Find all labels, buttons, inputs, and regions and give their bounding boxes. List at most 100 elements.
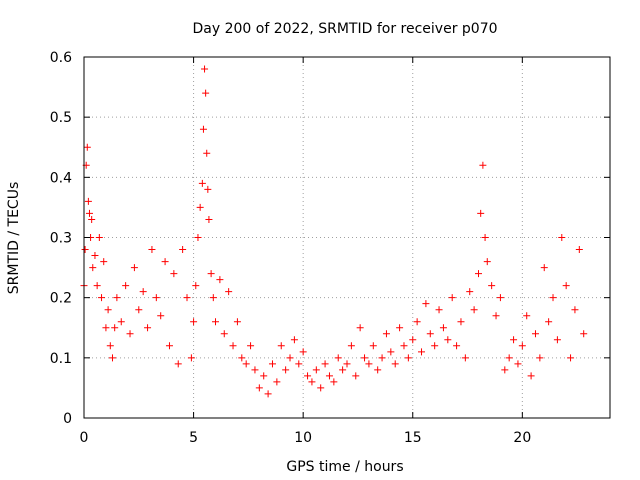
- data-point: [374, 366, 382, 374]
- data-point: [139, 288, 147, 296]
- data-point: [418, 348, 426, 356]
- data-point: [299, 348, 307, 356]
- data-point: [152, 294, 160, 302]
- data-point: [431, 342, 439, 350]
- data-point: [531, 330, 539, 338]
- data-point: [161, 258, 169, 266]
- data-point: [247, 342, 255, 350]
- data-point: [209, 294, 217, 302]
- data-point: [536, 354, 544, 362]
- data-point: [558, 234, 566, 241]
- data-point: [461, 354, 469, 362]
- data-point: [81, 246, 89, 254]
- data-point: [216, 276, 224, 284]
- data-point: [264, 390, 272, 398]
- data-point: [352, 372, 360, 380]
- y-tick-label: 0.4: [50, 170, 72, 186]
- data-point: [148, 246, 156, 254]
- data-point: [174, 360, 182, 368]
- data-point: [229, 342, 237, 350]
- data-point: [277, 342, 285, 350]
- data-point: [192, 282, 200, 290]
- data-points: [80, 65, 588, 398]
- data-point: [562, 282, 570, 290]
- data-point: [444, 336, 452, 344]
- data-point: [194, 234, 202, 241]
- data-point: [365, 360, 373, 368]
- data-point: [290, 336, 298, 344]
- x-tick-label: 15: [404, 430, 422, 446]
- data-point: [435, 306, 443, 314]
- data-point: [549, 294, 557, 302]
- data-point: [165, 342, 173, 350]
- data-point: [204, 185, 212, 193]
- data-point: [225, 288, 233, 296]
- data-point: [220, 330, 228, 338]
- data-point: [334, 354, 342, 362]
- tick-labels: 0 0.1 0.2 0.3 0.4 0.5 0.6 0 5 10 15 20: [50, 50, 532, 446]
- data-point: [347, 342, 355, 350]
- data-point: [400, 342, 408, 350]
- y-tick-label: 0: [63, 411, 72, 427]
- data-point: [98, 294, 106, 302]
- data-point: [575, 246, 583, 254]
- data-point: [255, 384, 263, 392]
- data-point: [89, 264, 97, 272]
- data-point: [492, 312, 500, 320]
- data-point: [91, 252, 99, 260]
- data-point: [282, 366, 290, 374]
- data-point: [202, 89, 210, 97]
- data-point: [157, 312, 165, 320]
- data-point: [308, 378, 316, 386]
- data-point: [571, 306, 579, 314]
- data-point: [409, 336, 417, 344]
- data-point: [117, 318, 125, 326]
- data-point: [113, 294, 121, 302]
- data-point: [343, 360, 351, 368]
- y-tick-label: 0.3: [50, 231, 72, 247]
- data-point: [361, 354, 369, 362]
- data-point: [207, 270, 215, 278]
- y-axis-label: SRMTID / TECUs: [6, 182, 22, 295]
- data-point: [130, 264, 138, 272]
- x-tick-label: 5: [189, 430, 198, 446]
- data-point: [422, 300, 430, 308]
- data-point: [233, 318, 241, 326]
- data-point: [122, 282, 130, 290]
- data-point: [426, 330, 434, 338]
- data-point: [321, 360, 329, 368]
- x-tick-label: 0: [80, 430, 89, 446]
- data-point: [387, 348, 395, 356]
- data-point: [203, 149, 211, 157]
- data-point: [88, 215, 96, 223]
- data-point: [330, 378, 338, 386]
- chart-title: Day 200 of 2022, SRMTID for receiver p07…: [192, 21, 497, 37]
- data-point: [448, 294, 456, 302]
- data-point: [201, 65, 209, 73]
- data-point: [501, 366, 509, 374]
- axis-ticks: [83, 56, 610, 419]
- data-point: [126, 330, 134, 338]
- data-point: [339, 366, 347, 374]
- data-point: [567, 354, 575, 362]
- data-point: [135, 306, 143, 314]
- y-tick-label: 0.6: [50, 50, 72, 66]
- x-axis-label: GPS time / hours: [286, 459, 403, 475]
- data-point: [317, 384, 325, 392]
- y-tick-label: 0.1: [50, 351, 72, 367]
- data-point: [369, 342, 377, 350]
- data-point: [108, 354, 116, 362]
- data-point: [242, 360, 250, 368]
- data-point: [510, 336, 518, 344]
- data-point: [378, 354, 386, 362]
- data-point: [111, 324, 119, 332]
- data-point: [391, 360, 399, 368]
- data-point: [518, 342, 526, 350]
- data-point: [85, 209, 93, 217]
- data-point: [198, 179, 206, 187]
- data-point: [102, 324, 110, 332]
- data-point: [196, 203, 204, 211]
- data-point: [295, 360, 303, 368]
- y-tick-label: 0.2: [50, 291, 72, 307]
